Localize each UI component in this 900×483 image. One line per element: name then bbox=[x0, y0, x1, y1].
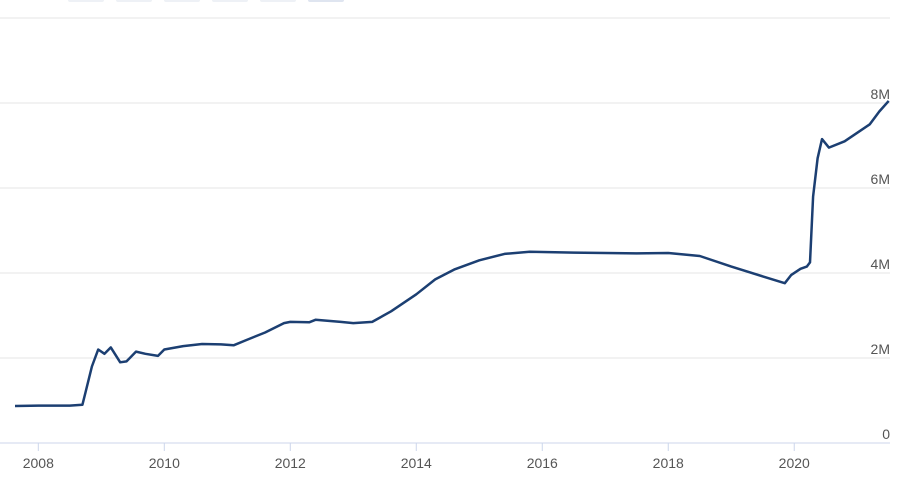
y-tick-label: 0 bbox=[882, 426, 890, 442]
x-tick-label: 2012 bbox=[275, 455, 306, 471]
x-tick-label: 2008 bbox=[23, 455, 54, 471]
x-tick-label: 2020 bbox=[779, 455, 810, 471]
y-tick-label: 8M bbox=[871, 86, 890, 102]
range-button[interactable] bbox=[164, 0, 200, 2]
range-button[interactable] bbox=[260, 0, 296, 2]
range-button[interactable] bbox=[116, 0, 152, 2]
range-button[interactable] bbox=[308, 0, 344, 2]
x-tick-label: 2016 bbox=[527, 455, 558, 471]
range-button[interactable] bbox=[68, 0, 104, 2]
range-button[interactable] bbox=[212, 0, 248, 2]
data-line bbox=[14, 100, 890, 408]
x-tick-label: 2010 bbox=[149, 455, 180, 471]
x-tick-label: 2014 bbox=[401, 455, 432, 471]
x-tick-label: 2018 bbox=[653, 455, 684, 471]
y-tick-label: 4M bbox=[871, 256, 890, 272]
y-tick-label: 2M bbox=[871, 341, 890, 357]
y-tick-label: 6M bbox=[871, 171, 890, 187]
